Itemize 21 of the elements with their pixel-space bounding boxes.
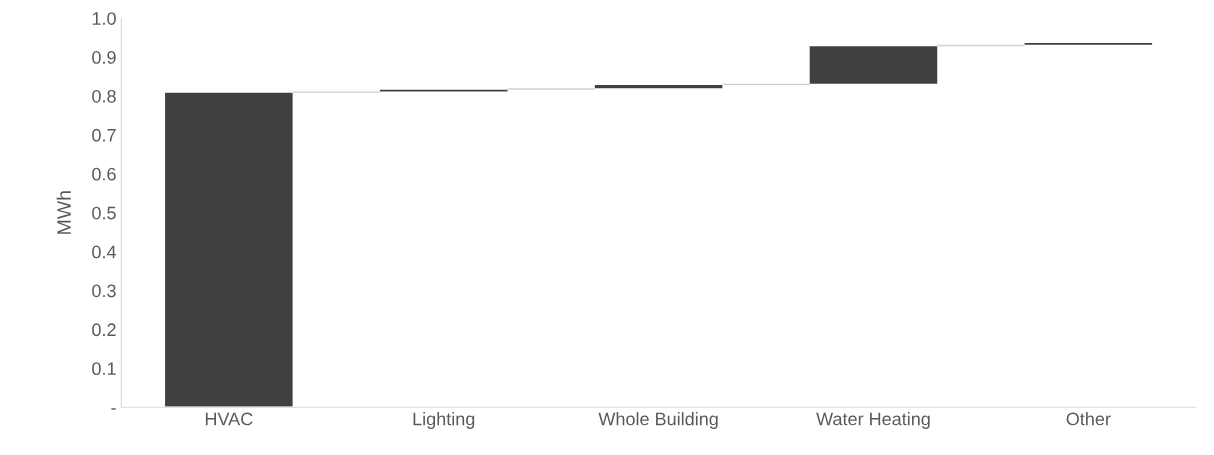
bar bbox=[808, 44, 939, 86]
y-tick-label: 0.8 bbox=[92, 89, 116, 103]
y-tick-label: 0.2 bbox=[92, 323, 116, 337]
y-tick-label: 0.6 bbox=[92, 167, 116, 181]
x-tick-label: HVAC bbox=[205, 412, 253, 426]
y-tick-label: 0.7 bbox=[92, 128, 116, 142]
y-tick-label: - bbox=[111, 408, 116, 410]
y-tick-label: 0.3 bbox=[92, 284, 116, 298]
y-tick-label: 0.5 bbox=[92, 206, 116, 220]
bar bbox=[378, 88, 509, 93]
bar bbox=[163, 91, 294, 408]
x-tick-label: Lighting bbox=[413, 412, 475, 429]
y-axis-title: MWh bbox=[56, 191, 71, 234]
y-tick-label: 0.4 bbox=[92, 245, 117, 259]
bar bbox=[593, 83, 724, 90]
x-tick-label: Water Heating bbox=[816, 412, 930, 429]
x-tick-label: Whole Building bbox=[598, 412, 718, 429]
y-tick-label: 0.9 bbox=[92, 51, 116, 64]
x-tick-label: Other bbox=[1066, 412, 1111, 426]
y-tick-label: 0.1 bbox=[92, 362, 116, 376]
text: 1.0 bbox=[92, 12, 116, 25]
